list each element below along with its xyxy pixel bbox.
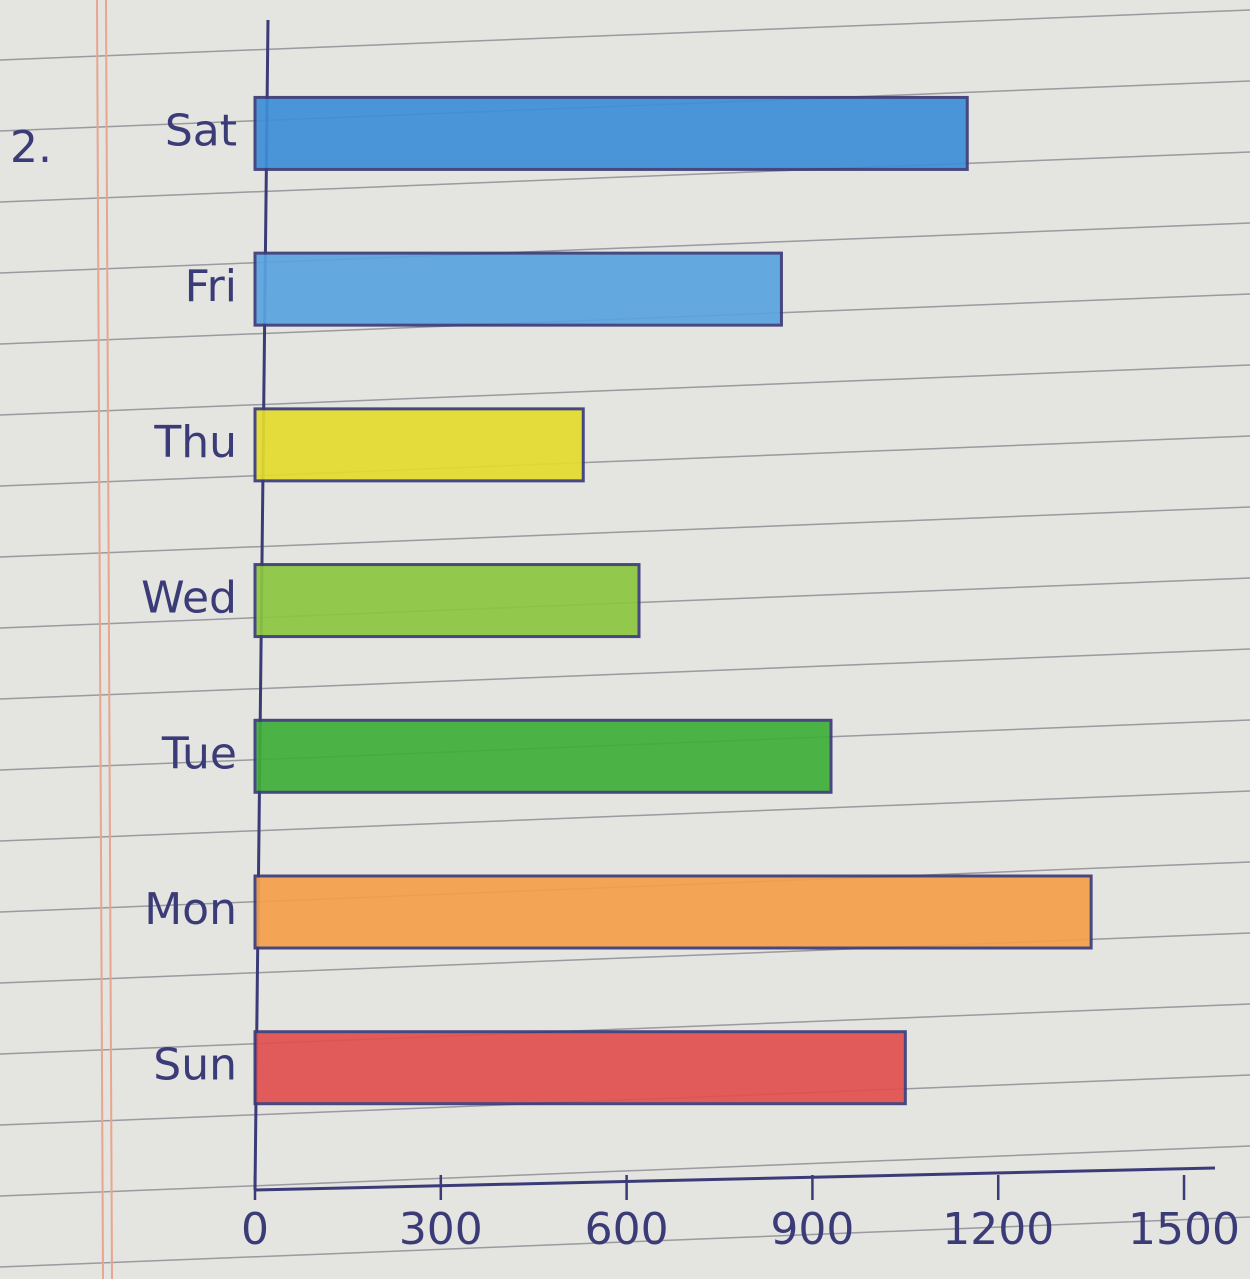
paper-rule [0,506,1250,558]
x-tick-label: 900 [770,1204,854,1255]
bar [253,874,1093,950]
margin-line [96,0,104,1279]
paper-rule [0,151,1250,203]
y-tick-label: Sat [165,105,237,156]
annotation: 2. [10,122,52,173]
bar [253,407,585,483]
x-tick-label: 0 [241,1204,269,1255]
paper-rule [0,9,1250,61]
paper-rule [0,648,1250,700]
paper-rule [0,435,1250,487]
bar [253,1030,907,1106]
y-tick-label: Sun [153,1040,237,1091]
bar [253,95,969,171]
x-tick-label: 300 [399,1204,483,1255]
x-axis [254,1166,1216,1192]
x-tick-label: 1500 [1128,1204,1240,1255]
y-tick-label: Thu [153,417,237,468]
x-tick-label: 600 [585,1204,669,1255]
paper-rule [0,1003,1250,1055]
paper-rule [0,222,1250,274]
bar [253,718,833,794]
bar [253,563,641,639]
y-tick-label: Wed [141,573,237,624]
paper-rule [0,1145,1250,1197]
y-tick-label: Fri [185,261,237,312]
paper-rule [0,790,1250,842]
y-tick-label: Tue [161,728,237,779]
y-tick-label: Mon [144,884,237,935]
x-tick-label: 1200 [942,1204,1054,1255]
paper-rule [0,364,1250,416]
margin-line [105,0,113,1279]
paper-rule [0,1216,1250,1268]
bar [253,251,783,327]
